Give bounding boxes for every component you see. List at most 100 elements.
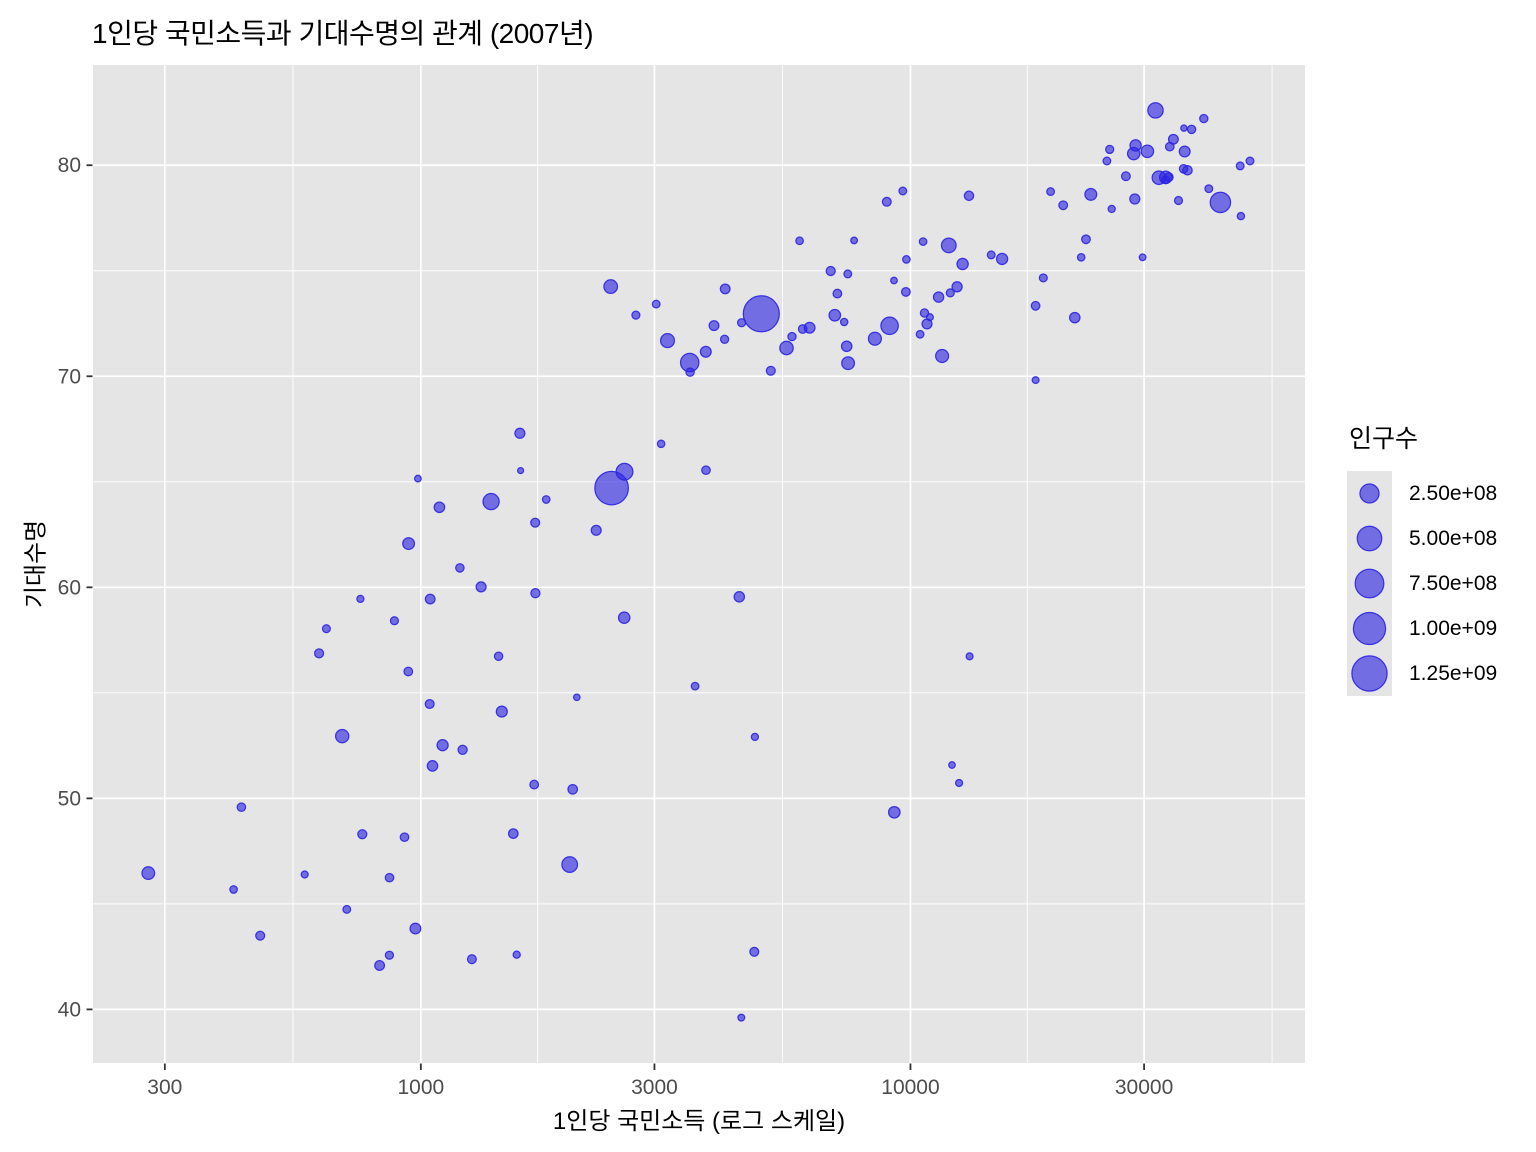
data-point [733,591,746,603]
y-tick-label: 40 [58,998,81,1021]
data-point [737,1013,746,1022]
data-point [900,286,911,297]
legend-key [1347,471,1392,516]
data-point [795,236,804,246]
data-point [594,470,629,506]
data-point [572,693,581,702]
data-point [940,237,957,254]
x-tick-label: 1000 [397,1076,444,1099]
data-point [512,950,521,959]
x-axis-title: 1인당 국민소득 (로그 스케일) [552,1108,846,1135]
data-point [1178,145,1191,158]
legend-label: 1.25e+09 [1409,661,1498,685]
data-point [229,885,238,894]
data-point [779,340,794,356]
data-point [954,778,964,788]
data-point [787,331,797,342]
data-point [321,624,331,634]
data-point [701,465,711,476]
data-point [1081,234,1091,245]
data-point [843,269,853,279]
data-point [986,250,996,260]
data-point [765,365,776,376]
legend: 인구수 2.50e+08 5.00e+08 7.50e+08 1.00e+09 1.25… [1347,419,1532,696]
legend-key [1347,561,1392,606]
legend-key [1347,651,1392,696]
data-point [1161,175,1171,185]
data-point [342,904,352,914]
data-point [719,334,730,344]
data-point [567,783,579,795]
data-point [956,257,969,271]
data-point [631,310,641,320]
data-point [965,652,974,661]
legend-item: 2.50e+08 [1347,471,1532,516]
chart-title: 1인당 국민소득과 기대수명의 관계 (2007년) [92,18,594,49]
data-point [651,299,661,309]
data-point [541,495,551,504]
x-tick-label: 30000 [1115,1076,1173,1099]
data-point [314,648,325,659]
data-point [685,367,695,377]
data-point [1140,144,1155,159]
data-point [1046,187,1056,197]
legend-label: 1.00e+09 [1409,616,1498,640]
data-point [749,946,760,957]
data-point [1186,124,1197,135]
legend-item: 5.00e+08 [1347,516,1532,561]
data-point [402,537,416,551]
data-point [403,666,414,677]
data-point [1038,273,1048,283]
data-point [482,492,500,511]
data-point [1147,102,1164,119]
data-point [1204,184,1214,194]
data-point [603,279,619,295]
legend-size-circle-icon [1354,568,1385,599]
data-point [1173,195,1184,206]
legend-size-circle-icon [1359,483,1380,504]
data-point [493,651,504,662]
data-point [932,291,945,303]
data-point [1236,211,1246,221]
data-point [457,744,468,755]
data-point [832,288,843,299]
data-point [841,356,856,371]
data-point [719,283,731,295]
legend-key [1347,606,1392,651]
data-point [424,698,435,710]
data-point [507,828,519,839]
data-point [413,474,422,483]
data-point [475,581,487,593]
data-point [659,333,676,349]
data-point [255,930,266,941]
data-point [436,739,449,752]
data-point [1164,141,1175,152]
legend-size-circle-icon [1351,655,1388,692]
data-point [1058,200,1069,211]
data-point [424,593,436,605]
data-point [1084,187,1098,201]
data-point [890,276,898,285]
data-point [935,348,950,364]
legend-title: 인구수 [1349,425,1419,453]
data-point [708,320,720,332]
data-point [736,318,747,328]
y-axis-title: 기대수명 [22,519,50,609]
data-point [529,779,540,790]
y-tick-label: 80 [58,154,81,177]
data-point [374,960,386,971]
y-tick-label: 50 [58,787,81,810]
data-point [1120,171,1131,182]
data-point [867,331,883,346]
data-point [384,872,395,883]
data-point [399,832,410,843]
x-tick-label: 3000 [631,1076,678,1099]
data-point [141,866,156,881]
legend-label: 7.50e+08 [1409,571,1498,595]
data-point [426,760,439,772]
data-point [690,681,700,691]
x-tick-label: 10000 [881,1076,939,1099]
data-point [530,517,541,528]
data-point [617,611,631,625]
